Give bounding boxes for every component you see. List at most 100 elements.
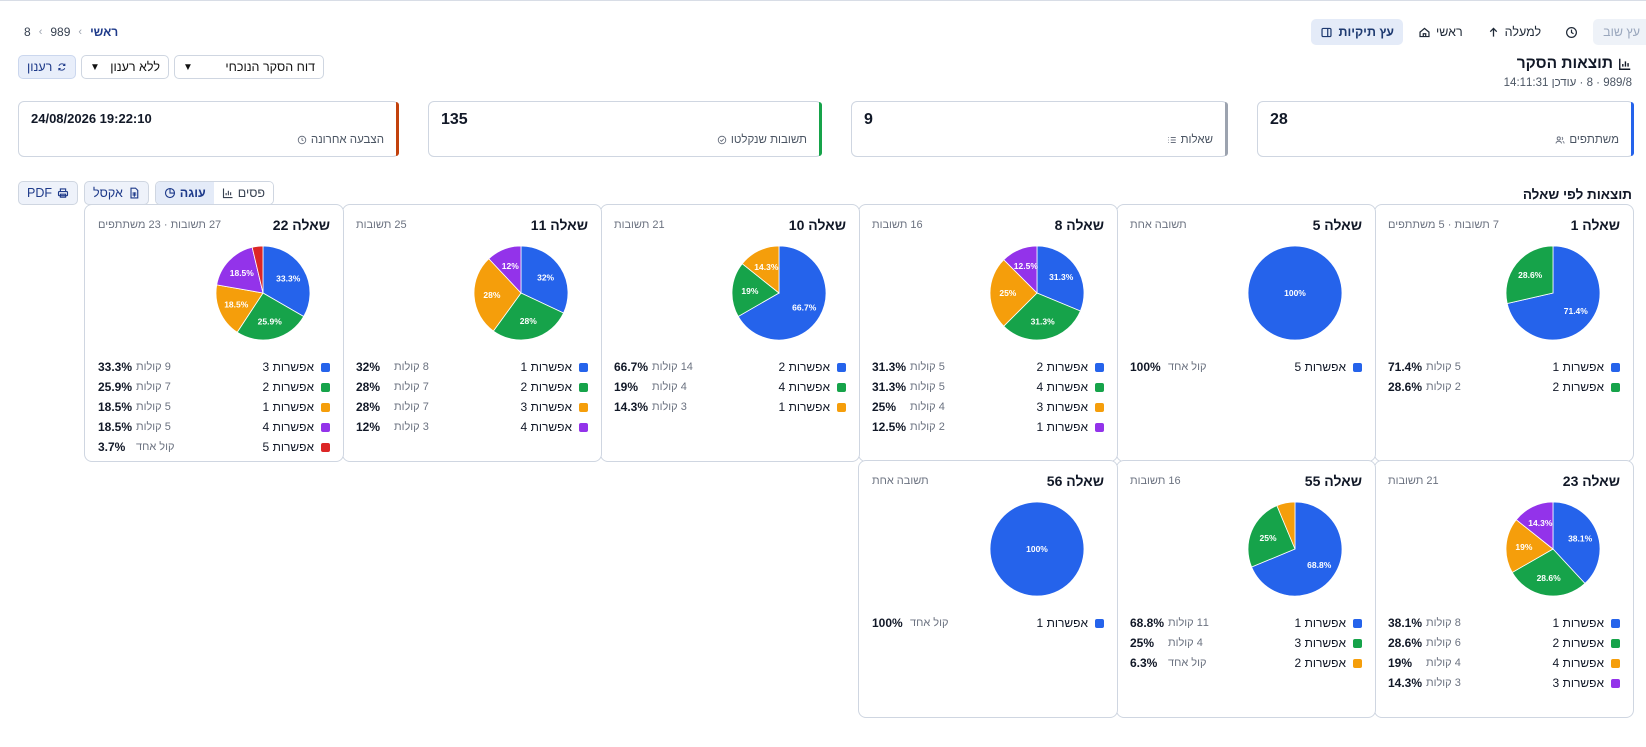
legend-swatch xyxy=(579,423,588,432)
legend-percent: 66.7% xyxy=(614,360,649,374)
pie-slice-label: 71.4% xyxy=(1564,306,1589,316)
pie-chart: 100% xyxy=(1247,245,1343,341)
export-pdf-button[interactable]: PDF xyxy=(18,181,78,205)
folder-tree-button[interactable]: עץ תיקיות xyxy=(1311,19,1404,45)
stat-card-participants: 28 משתתפים xyxy=(1257,101,1634,157)
pie-slice[interactable] xyxy=(989,501,1085,597)
question-meta: 21 תשובות xyxy=(1388,475,1439,487)
breadcrumb-item[interactable]: 989 xyxy=(50,25,71,39)
check-circle-icon xyxy=(717,135,727,145)
report-select[interactable]: ▼ דוח הסקר הנוכחי xyxy=(174,55,324,79)
pie-chart: 38.1% 28.6% 19% 14.3% xyxy=(1505,501,1601,597)
pie-slice-label: 31.3% xyxy=(1031,317,1056,327)
pie-slice-label: 38.1% xyxy=(1568,533,1593,543)
stat-accent xyxy=(1225,102,1228,156)
legend-swatch xyxy=(1611,619,1620,628)
up-button[interactable]: למעלה xyxy=(1478,19,1550,45)
view-pie-button[interactable]: עוגה xyxy=(155,182,214,204)
legend-percent: 12% xyxy=(356,420,381,434)
legend-row: אפשרות 3 28% 7 קולות xyxy=(356,398,588,418)
chart-legend: אפשרות 1 68.8% 11 קולות אפשרות 3 25% 4 קולות א… xyxy=(1130,614,1362,674)
legend-percent: 18.5% xyxy=(98,420,133,434)
export-excel-button[interactable]: אקסל xyxy=(84,181,149,205)
pie-slice-label: 14.3% xyxy=(754,262,779,272)
legend-votes: קול אחד xyxy=(910,617,949,629)
legend-row: אפשרות 5 100% קול אחד xyxy=(1130,358,1362,378)
refresh-button[interactable]: רענון xyxy=(18,55,76,79)
pie-slice[interactable] xyxy=(492,292,565,341)
legend-votes: 8 קולות xyxy=(394,361,429,373)
pie-slice[interactable] xyxy=(737,245,827,341)
legend-option-label: אפשרות 1 xyxy=(520,360,572,374)
page-title: תוצאות הסקר xyxy=(1504,55,1632,73)
pie-slice[interactable] xyxy=(236,292,305,341)
legend-row: אפשרות 4 19% 4 קולות xyxy=(614,378,846,398)
legend-percent: 32% xyxy=(356,360,381,374)
pie-slice[interactable] xyxy=(1003,245,1038,294)
pie-chart-icon xyxy=(164,187,175,199)
tree-toggle-button-cut[interactable]: עץ שוב xyxy=(1593,19,1646,45)
legend-percent: 68.8% xyxy=(1130,616,1165,630)
pie-slice[interactable] xyxy=(1247,245,1343,341)
stat-label: שאלות xyxy=(1167,134,1213,146)
pie-slice[interactable] xyxy=(520,245,569,314)
pie-slice[interactable] xyxy=(1505,519,1554,573)
pie-slice[interactable] xyxy=(251,245,264,294)
chart-legend: אפשרות 1 38.1% 8 קולות אפשרות 2 28.6% 6 קולות… xyxy=(1388,614,1620,694)
legend-swatch xyxy=(1353,619,1362,628)
pie-slice[interactable] xyxy=(731,263,780,317)
pie-slice-label: 19% xyxy=(741,286,758,296)
question-card: שאלה 10 21 תשובות 66.7% 19% 14.3% אפשרות 2 66.… xyxy=(600,204,860,462)
breadcrumb-item[interactable]: 8 xyxy=(24,25,31,39)
pie-slice[interactable] xyxy=(1003,292,1081,341)
stat-accent xyxy=(819,102,822,156)
pie-slice[interactable] xyxy=(473,258,522,332)
pie-slice[interactable] xyxy=(1036,245,1085,312)
pie-slice[interactable] xyxy=(989,259,1038,327)
pie-chart: 33.3% 25.9% 18.5% 18.5% xyxy=(215,245,311,341)
legend-row: אפשרות 1 100% קול אחד xyxy=(872,614,1104,634)
pie-slice-label: 28.6% xyxy=(1518,270,1543,280)
question-meta: 16 תשובות xyxy=(872,219,923,231)
view-bars-button[interactable]: פסים xyxy=(213,182,274,204)
chevron-left-icon: › xyxy=(78,26,83,38)
home-button[interactable]: ראשי xyxy=(1409,19,1472,45)
history-button[interactable] xyxy=(1556,19,1587,45)
chart-legend: אפשרות 1 71.4% 5 קולות אפשרות 2 28.6% 2 קולות xyxy=(1388,358,1620,398)
legend-swatch xyxy=(579,363,588,372)
pie-slice[interactable] xyxy=(488,245,522,295)
legend-swatch xyxy=(579,403,588,412)
legend-option-label: אפשרות 2 xyxy=(1552,636,1604,650)
auto-refresh-select[interactable]: ▼ ללא רענון xyxy=(81,55,169,79)
stat-label-text: תשובות שנקלטו xyxy=(730,134,807,146)
legend-votes: 2 קולות xyxy=(910,421,945,433)
pie-slice[interactable] xyxy=(1505,245,1554,305)
pie-slice[interactable] xyxy=(1251,501,1343,597)
legend-votes: 6 קולות xyxy=(1426,637,1461,649)
legend-row: אפשרות 2 28.6% 6 קולות xyxy=(1388,634,1620,654)
view-pie-label: עוגה xyxy=(179,186,206,200)
legend-swatch xyxy=(837,363,846,372)
pie-slice[interactable] xyxy=(1506,245,1601,341)
question-title: שאלה 55 xyxy=(1304,473,1362,489)
legend-percent: 38.1% xyxy=(1388,616,1423,630)
pie-slice[interactable] xyxy=(1276,501,1296,550)
pie-slice[interactable] xyxy=(262,245,311,318)
legend-option-label: אפשרות 1 xyxy=(778,400,830,414)
view-toggle: עוגה פסים xyxy=(154,181,275,205)
refresh-label: רענון xyxy=(27,60,53,74)
legend-row: אפשרות 2 25.9% 7 קולות xyxy=(98,378,330,398)
pie-slice[interactable] xyxy=(1511,548,1586,597)
pie-slice[interactable] xyxy=(215,284,264,333)
pie-slice[interactable] xyxy=(741,245,780,294)
pie-slice[interactable] xyxy=(216,246,264,294)
pie-slice[interactable] xyxy=(1552,501,1601,585)
breadcrumb-home[interactable]: ראשי xyxy=(90,25,119,39)
legend-option-label: אפשרות 2 xyxy=(520,380,572,394)
legend-votes: 14 קולות xyxy=(652,361,693,373)
pie-slice[interactable] xyxy=(1515,501,1554,550)
page-title-text: תוצאות הסקר xyxy=(1516,55,1613,72)
stat-label: הצבעה אחרונה xyxy=(297,134,384,146)
legend-swatch xyxy=(837,403,846,412)
legend-option-label: אפשרות 1 xyxy=(1036,616,1088,630)
